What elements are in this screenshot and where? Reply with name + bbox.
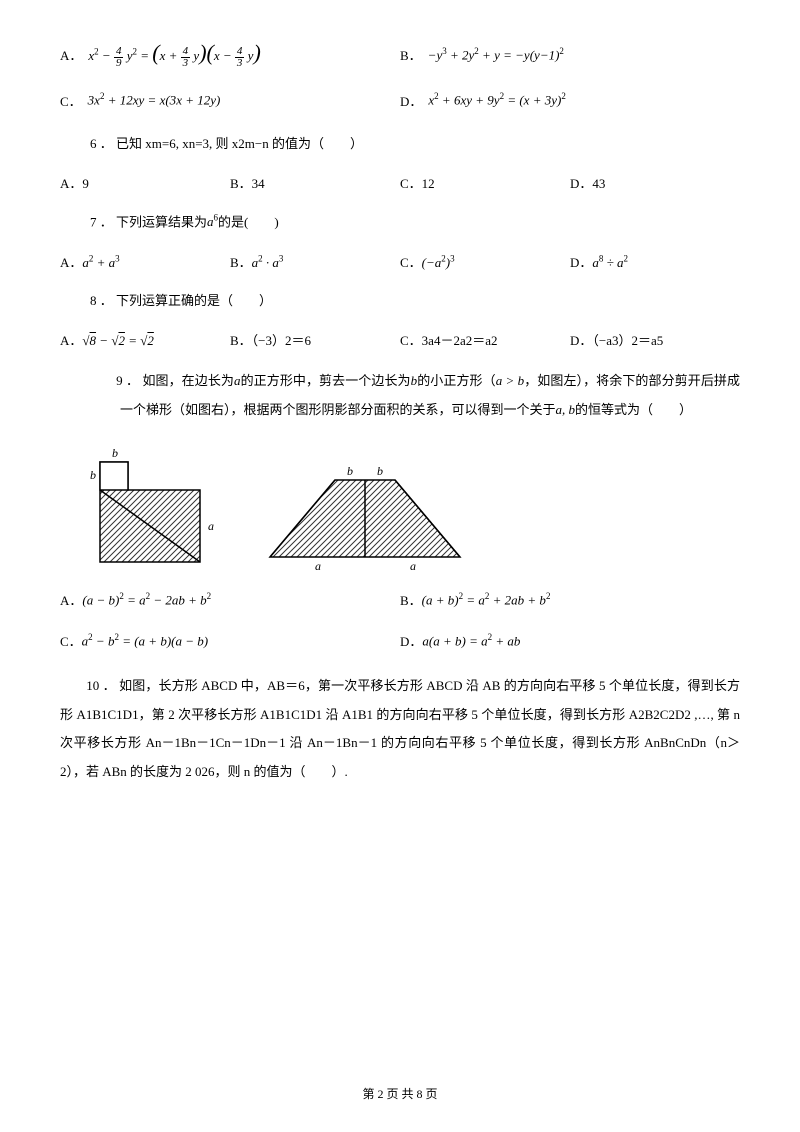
svg-text:a: a	[208, 519, 214, 533]
q9-opt-a: A．(a − b)2 = a2 − 2ab + b2	[60, 590, 400, 609]
q6-opt-a: A．9	[60, 173, 230, 192]
q6-options: A．9 B．34 C．12 D．43	[60, 173, 740, 192]
opt-c-label: C．	[60, 91, 82, 110]
opt-d-label: D．	[400, 91, 422, 110]
q9-opts-row1: A．(a − b)2 = a2 − 2ab + b2 B．(a + b)2 = …	[60, 590, 740, 609]
q9-opt-b: B．(a + b)2 = a2 + 2ab + b2	[400, 590, 740, 609]
svg-text:a: a	[410, 559, 416, 572]
q8-text: 下列运算正确的是（ ）	[116, 293, 272, 308]
opt-b-label: B．	[400, 45, 422, 64]
options-row-ab: A． x2 − 49 y2 = (x + 43 y)(x − 43 y) B． …	[60, 40, 740, 69]
svg-text:b: b	[347, 464, 353, 478]
svg-text:b: b	[90, 468, 96, 482]
square-figure: b b a	[80, 442, 220, 572]
option-c: C． 3x2 + 12xy = x(3x + 12y)	[60, 91, 400, 110]
opt-a-label: A．	[60, 45, 82, 64]
q9-opts-row2: C．a2 − b2 = (a + b)(a − b) D．a(a + b) = …	[60, 631, 740, 650]
opt-b-formula: −y3 + 2y2 + y = −y(y−1)2	[428, 46, 564, 63]
svg-text:b: b	[112, 446, 118, 460]
option-b: B． −y3 + 2y2 + y = −y(y−1)2	[400, 45, 740, 64]
q7-opt-b: B．a2 · a3	[230, 252, 400, 271]
q7-opt-a: A．a2 + a3	[60, 252, 230, 271]
q8-opt-c: C．3a4－2a2＝a2	[400, 330, 570, 349]
q7-after: 的是( )	[218, 214, 279, 229]
opt-d-formula: x2 + 6xy + 9y2 = (x + 3y)2	[428, 91, 565, 108]
opt-c-formula: 3x2 + 12xy = x(3x + 12y)	[88, 91, 221, 108]
question-7: 7 ． 下列运算结果为a6的是( )	[90, 210, 740, 234]
q10-text: 如图，长方形 ABCD 中，AB＝6，第一次平移长方形 ABCD 沿 AB 的方…	[60, 678, 740, 779]
q10-num: 10 ．	[86, 678, 116, 693]
q9-opt-c: C．a2 − b2 = (a + b)(a − b)	[60, 631, 400, 650]
option-a: A． x2 − 49 y2 = (x + 43 y)(x − 43 y)	[60, 40, 400, 69]
q8-opt-a: A．√8 − √2 = √2	[60, 330, 230, 349]
q6-opt-b: B．34	[230, 173, 400, 192]
options-row-cd: C． 3x2 + 12xy = x(3x + 12y) D． x2 + 6xy …	[60, 91, 740, 110]
q7-text: 下列运算结果为	[116, 214, 207, 229]
svg-text:a: a	[315, 559, 321, 572]
q9-opt-d: D．a(a + b) = a2 + ab	[400, 631, 740, 650]
q6-num: 6 ．	[90, 136, 113, 151]
question-6: 6 ． 已知 xm=6, xn=3, 则 x2m−n 的值为（ ）	[90, 132, 740, 155]
q6-opt-c: C．12	[400, 173, 570, 192]
q8-num: 8 ．	[90, 293, 113, 308]
q8-options: A．√8 − √2 = √2 B．（−3）2＝6 C．3a4－2a2＝a2 D．…	[60, 330, 740, 349]
q6-opt-d: D．43	[570, 173, 740, 192]
page-footer: 第 2 页 共 8 页	[0, 1085, 800, 1102]
question-9: 9 ． 如图，在边长为a的正方形中，剪去一个边长为b的小正方形（a > b，如图…	[90, 367, 740, 424]
q9-figures: b b a b b a a	[80, 442, 740, 572]
q7-a6: a6	[207, 214, 218, 229]
q6-text: 已知 xm=6, xn=3, 则 x2m−n 的值为（ ）	[116, 136, 363, 151]
trapezoid-figure: b b a a	[260, 462, 470, 572]
opt-a-formula: x2 − 49 y2 = (x + 43 y)(x − 43 y)	[88, 40, 260, 69]
q8-opt-d: D．（−a3）2＝a5	[570, 330, 740, 349]
option-d: D． x2 + 6xy + 9y2 = (x + 3y)2	[400, 91, 740, 110]
question-8: 8 ． 下列运算正确的是（ ）	[90, 289, 740, 312]
q7-opt-c: C．(−a2)3	[400, 252, 570, 271]
q7-options: A．a2 + a3 B．a2 · a3 C．(−a2)3 D．a8 ÷ a2	[60, 252, 740, 271]
svg-text:b: b	[377, 464, 383, 478]
question-10: 10 ． 如图，长方形 ABCD 中，AB＝6，第一次平移长方形 ABCD 沿 …	[60, 672, 740, 786]
q7-opt-d: D．a8 ÷ a2	[570, 252, 740, 271]
q9-num: 9 ．	[116, 373, 139, 388]
q7-num: 7 ．	[90, 214, 113, 229]
q8-opt-b: B．（−3）2＝6	[230, 330, 400, 349]
